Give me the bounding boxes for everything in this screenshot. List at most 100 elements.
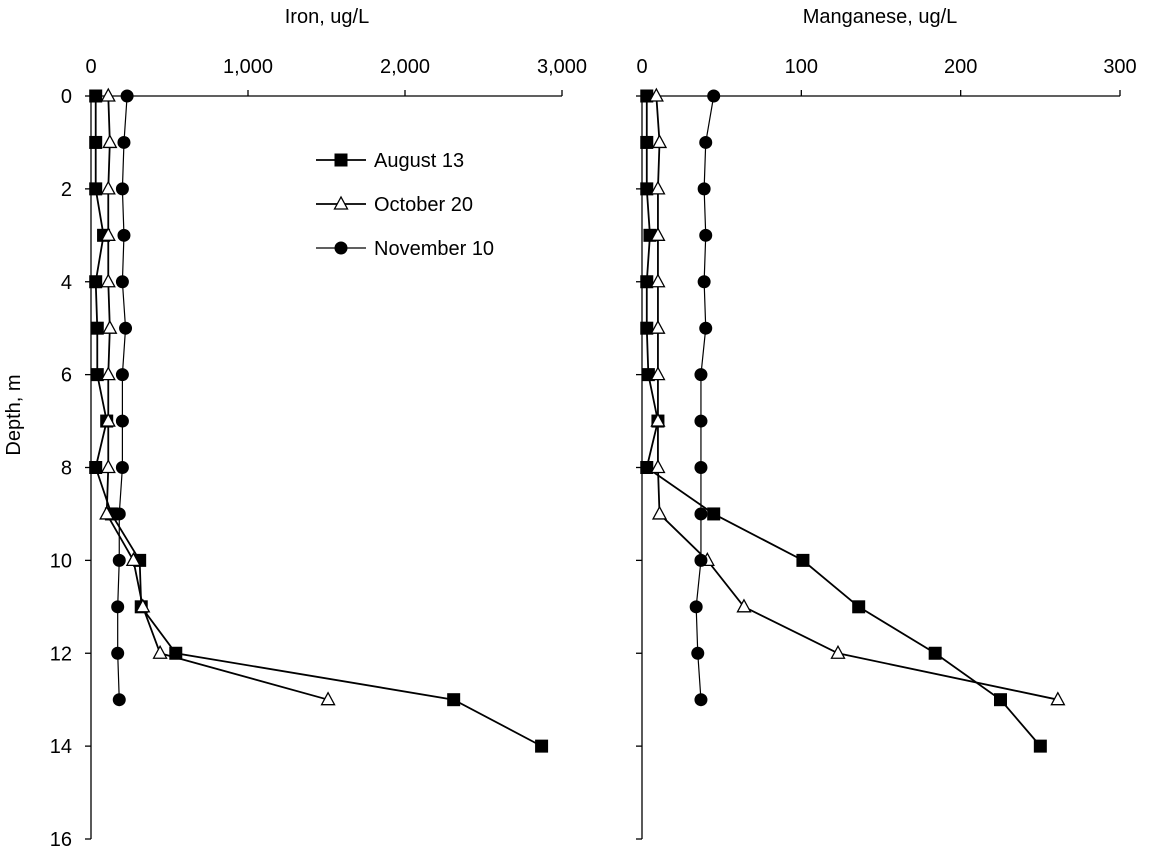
iron-october-20-point	[320, 691, 336, 706]
y-tick-label: 2	[61, 179, 72, 201]
manganese-august-13-point	[707, 507, 721, 521]
manganese-august-13-point	[928, 646, 942, 660]
manganese-november-10-point	[697, 275, 711, 289]
iron-october-20-point	[152, 644, 168, 659]
iron-november-10-line	[117, 95, 128, 700]
manganese-november-10-point	[694, 414, 708, 428]
iron-october-20-point	[100, 366, 116, 381]
iron-october-20-point	[100, 226, 116, 241]
manganese-october-20-point	[650, 459, 666, 474]
manganese-x-tick-label: 0	[636, 56, 647, 78]
manganese-october-20-point	[651, 505, 668, 520]
iron-x-tick-label: 3,000	[537, 56, 587, 78]
iron-november-10-point	[117, 228, 131, 242]
iron-november-10-point	[115, 368, 129, 382]
iron-august-13-point	[90, 321, 104, 335]
manganese-october-20-point	[650, 273, 666, 288]
iron-november-10-point	[115, 461, 129, 474]
manganese-august-13-point	[796, 553, 810, 567]
manganese-october-20-point	[830, 644, 846, 659]
manganese-october-20-point	[736, 598, 752, 613]
manganese-august-13-point	[640, 135, 654, 149]
manganese-august-13-point	[640, 321, 654, 335]
iron-november-10-point	[115, 275, 129, 289]
manganese-series-group	[640, 87, 1066, 753]
manganese-november-10-point	[689, 600, 703, 614]
manganese-august-13-point	[640, 275, 654, 289]
iron-november-10-point	[115, 182, 129, 196]
iron-series-group	[89, 87, 549, 753]
iron-axes: 0 1,000 2,000 3,000 0 2 4 6 8 10 12 14 16	[50, 56, 587, 851]
manganese-november-10-line	[695, 95, 715, 700]
manganese-november-10-point	[694, 368, 708, 382]
iron-october-20-point	[100, 180, 116, 195]
iron-november-10-point	[117, 135, 131, 149]
iron-august-13-point	[89, 182, 103, 196]
iron-november-10-point	[115, 414, 129, 428]
iron-october-20-point	[102, 319, 118, 334]
iron-november-10-point	[112, 553, 126, 567]
legend-august-13-label: August 13	[374, 150, 464, 172]
legend-august-13-marker	[334, 153, 348, 167]
legend-october-20-label: October 20	[374, 194, 473, 216]
manganese-november-10-point	[694, 461, 708, 474]
manganese-august-13-point	[852, 600, 866, 614]
iron-october-20-point	[100, 273, 116, 288]
manganese-november-10-point	[699, 135, 713, 149]
iron-october-20-point	[100, 87, 116, 102]
iron-october-20-line	[105, 95, 329, 701]
manganese-november-10-point	[694, 507, 708, 521]
iron-x-axis-title: Iron, ug/L	[285, 6, 370, 28]
manganese-october-20-point	[650, 319, 666, 334]
manganese-november-10-point	[694, 693, 708, 707]
manganese-november-10-point	[697, 182, 711, 196]
iron-august-13-point	[535, 739, 549, 753]
manganese-october-20-line	[655, 95, 1059, 701]
iron-august-13-point	[89, 461, 103, 474]
iron-november-10-point	[112, 693, 126, 707]
manganese-november-10-point	[707, 89, 721, 103]
iron-october-20-point	[102, 134, 118, 149]
manganese-august-13-point	[640, 182, 654, 196]
legend: August 13 October 20 November 10	[316, 150, 494, 260]
manganese-october-20-point	[650, 366, 666, 381]
manganese-october-20-point	[1050, 691, 1066, 706]
iron-november-10-point	[112, 507, 126, 521]
iron-november-10-point	[111, 646, 125, 660]
iron-x-tick-label: 0	[85, 56, 96, 78]
manganese-panel: Manganese, ug/L 0 100 200 300	[636, 6, 1137, 840]
iron-august-13-point	[89, 89, 103, 103]
iron-november-10-point	[119, 321, 133, 335]
iron-august-13-point	[447, 693, 461, 707]
y-tick-label: 0	[61, 86, 72, 108]
manganese-october-20-point	[648, 87, 664, 102]
iron-august-13-point	[89, 275, 103, 289]
y-tick-label: 14	[50, 736, 72, 758]
manganese-x-tick-label: 100	[785, 56, 818, 78]
iron-october-20-point	[100, 412, 116, 427]
iron-november-10-point	[111, 600, 125, 614]
y-tick-label: 12	[50, 643, 72, 665]
y-tick-label: 6	[61, 365, 72, 387]
iron-october-20-point	[99, 505, 115, 520]
manganese-august-13-point	[994, 693, 1007, 707]
iron-x-tick-label: 1,000	[223, 56, 273, 78]
iron-november-10-point	[120, 89, 134, 103]
iron-august-13-line	[94, 96, 543, 747]
legend-november-10-marker	[334, 241, 348, 255]
iron-x-tick-label: 2,000	[380, 56, 430, 78]
y-tick-label: 8	[61, 458, 72, 480]
manganese-november-10-point	[699, 321, 713, 335]
y-tick-label: 4	[61, 272, 72, 294]
manganese-october-20-point	[650, 180, 666, 195]
iron-october-20-point	[135, 598, 151, 613]
manganese-october-20-point	[651, 134, 668, 149]
manganese-x-axis-title: Manganese, ug/L	[803, 6, 958, 28]
iron-october-20-point	[100, 459, 116, 474]
iron-october-20-point	[125, 552, 141, 567]
iron-august-13-point	[89, 135, 103, 149]
manganese-november-10-point	[694, 553, 708, 567]
y-axis-title: Depth, m	[3, 374, 25, 455]
manganese-november-10-point	[691, 646, 705, 660]
